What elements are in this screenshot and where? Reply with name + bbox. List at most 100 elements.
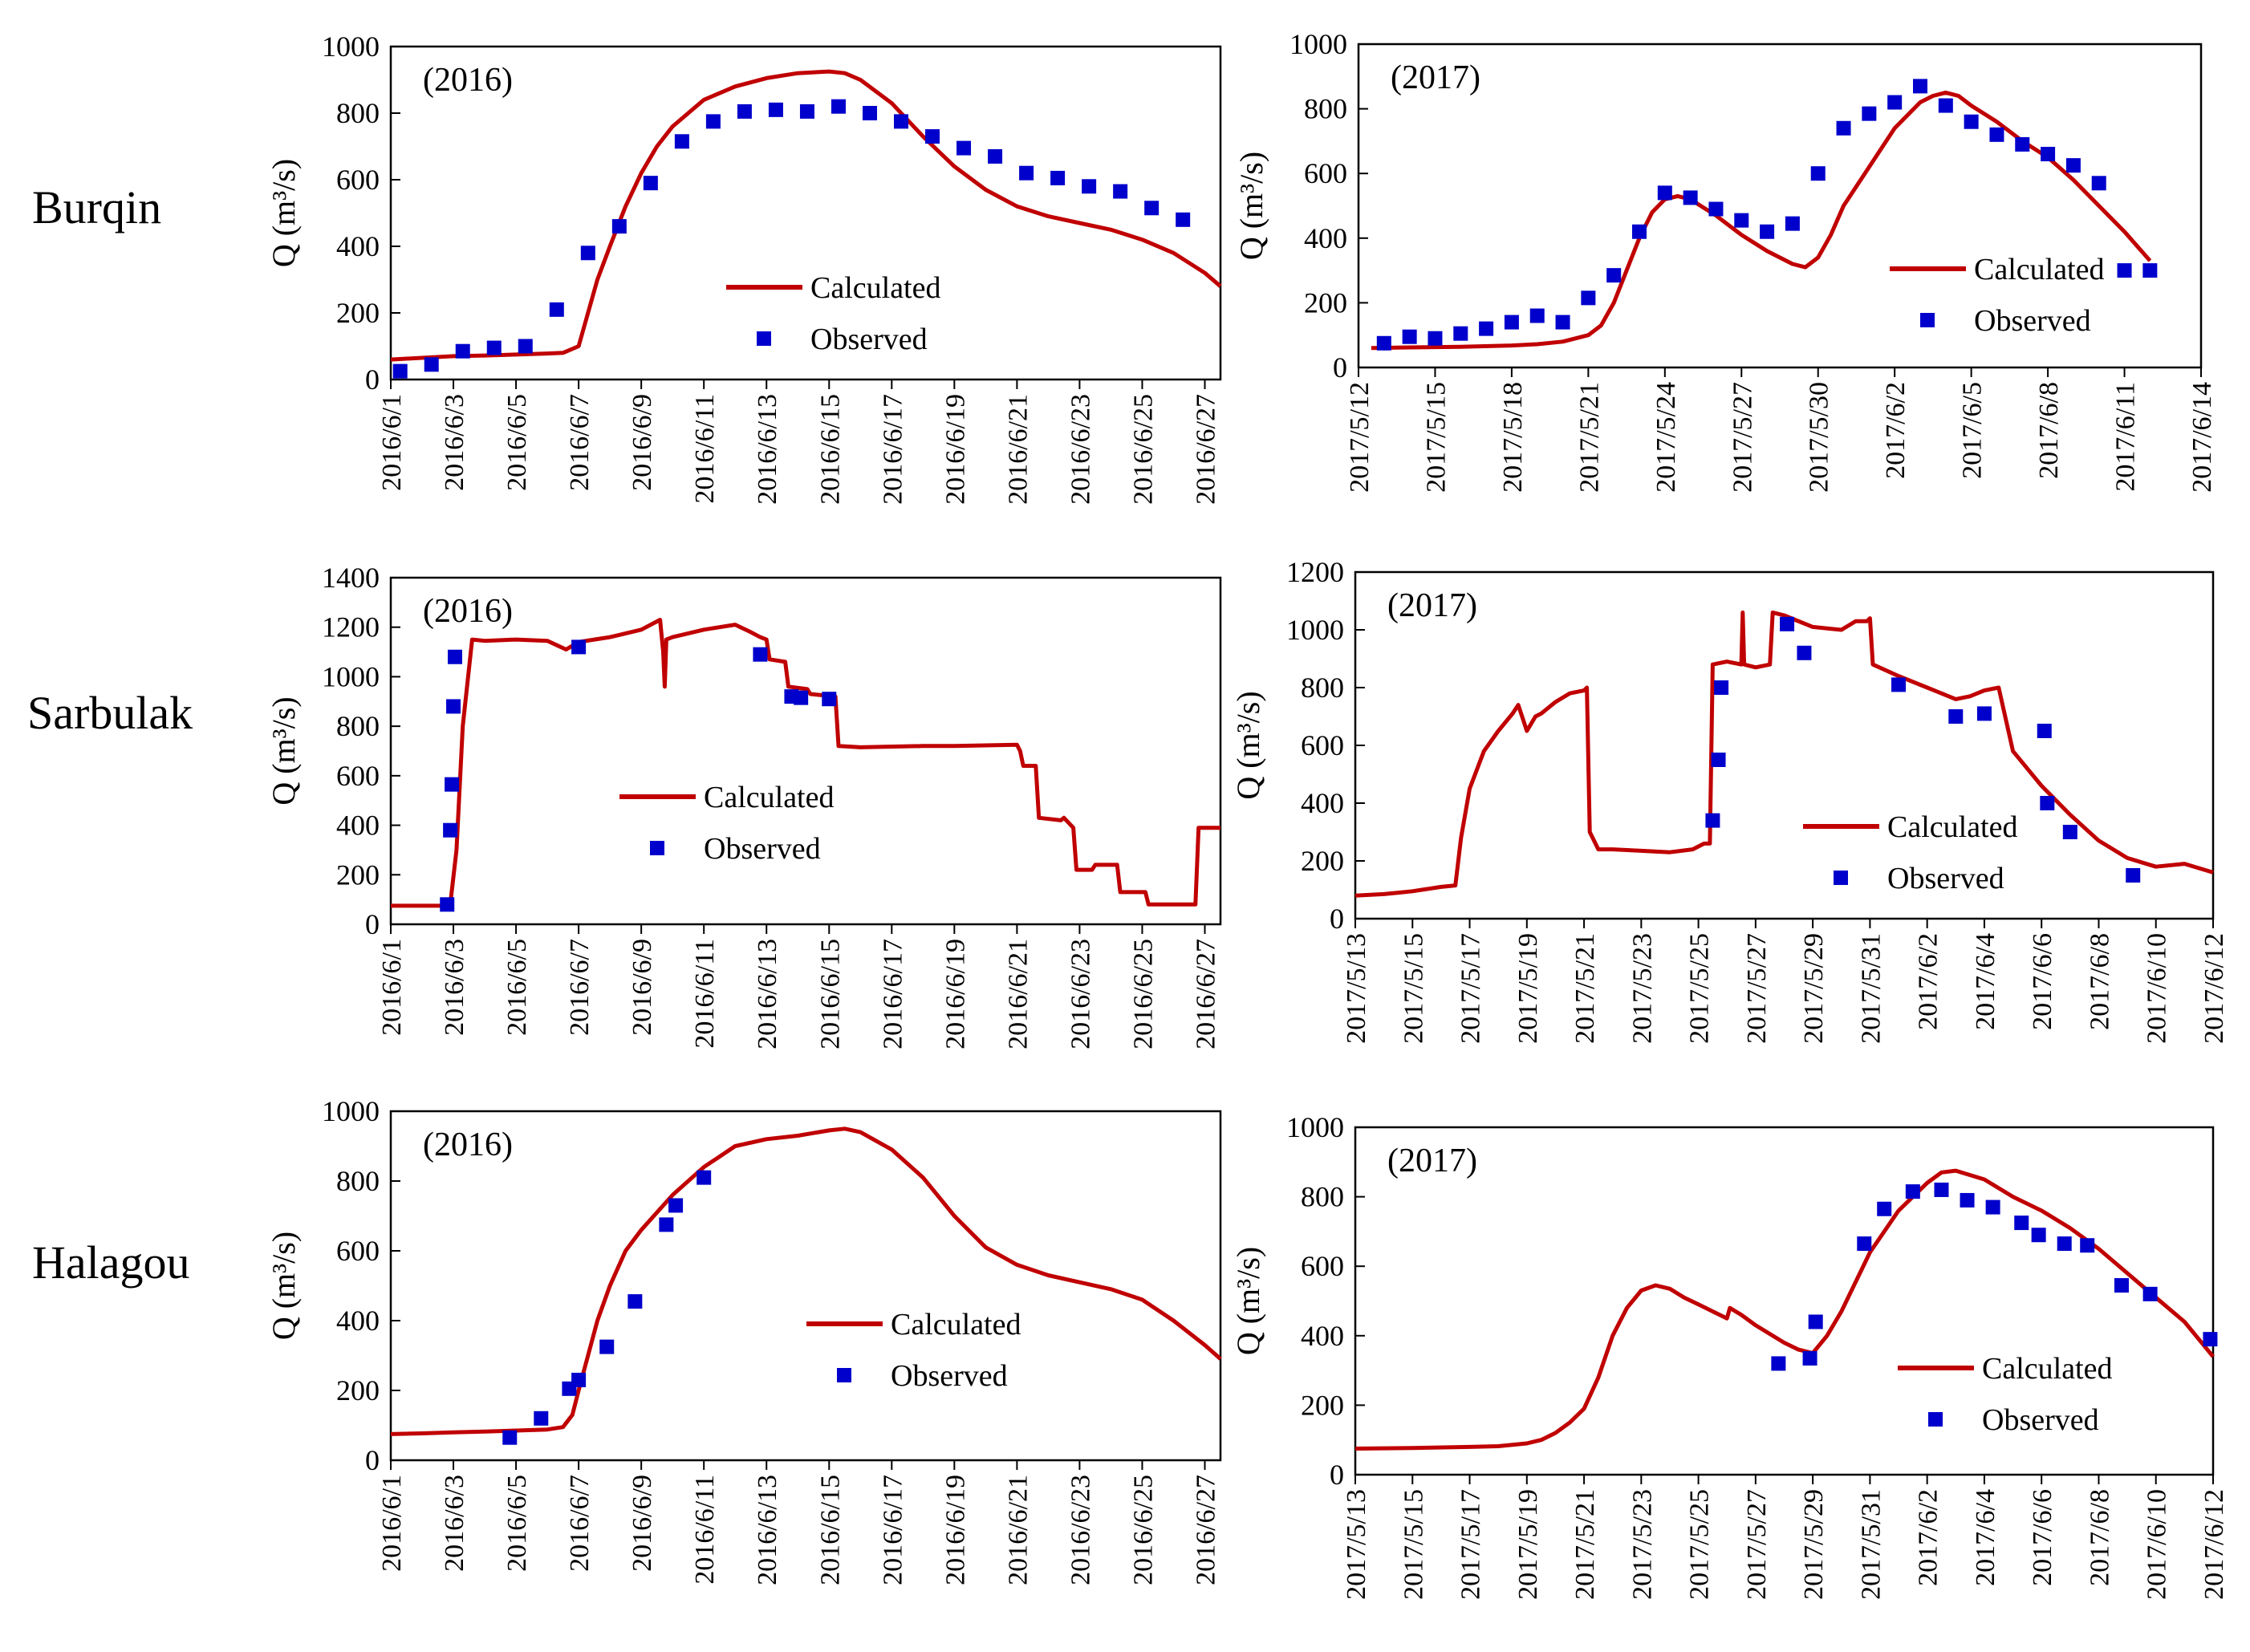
- x-tick-label: 2016/6/21: [1003, 939, 1033, 1049]
- observed-point: [1989, 127, 2004, 142]
- observed-point: [2041, 147, 2056, 162]
- observed-point: [2015, 136, 2030, 152]
- y-tick-label: 1400: [322, 562, 380, 594]
- y-tick-label: 0: [365, 908, 380, 940]
- observed-point: [2037, 724, 2052, 738]
- observed-point: [1734, 213, 1749, 228]
- observed-point: [1708, 201, 1724, 217]
- observed-point: [753, 647, 768, 662]
- y-tick-label: 0: [1330, 1459, 1344, 1491]
- observed-point: [794, 690, 809, 705]
- x-tick-label: 2016/6/5: [502, 394, 532, 491]
- observed-point: [956, 140, 972, 156]
- x-tick-label: 2017/5/21: [1574, 382, 1604, 493]
- observed-point: [1976, 706, 1992, 721]
- panel-title: (2017): [1387, 587, 1477, 624]
- observed-point: [822, 692, 837, 707]
- y-tick-label: 200: [336, 1374, 380, 1406]
- x-tick-label: 2017/5/21: [1570, 933, 1600, 1044]
- legend-calculated-label: Calculated: [810, 271, 940, 305]
- legend-calculated-label: Calculated: [1982, 1352, 2112, 1386]
- x-tick-label: 2017/5/17: [1456, 933, 1486, 1044]
- series-line-calculated: [1354, 1168, 2215, 1451]
- observed-point: [799, 104, 814, 119]
- observed-point: [862, 106, 877, 120]
- legend-observed-swatch: [837, 1368, 851, 1382]
- observed-point: [424, 357, 439, 372]
- x-tick-label: 2017/5/13: [1342, 1489, 1371, 1600]
- y-tick-label: 600: [336, 1235, 380, 1267]
- plot-frame: [389, 576, 1222, 926]
- observed-point: [1948, 709, 1964, 724]
- observed-point: [455, 343, 470, 359]
- legend-observed-swatch: [1920, 313, 1935, 327]
- x-tick-label: 2017/6/4: [1971, 933, 2000, 1030]
- y-tick-label: 1200: [322, 611, 380, 643]
- observed-point: [549, 302, 564, 317]
- x-tick-label: 2017/5/12: [1345, 382, 1375, 493]
- observed-point: [1887, 95, 1903, 110]
- plot-frame: [1357, 43, 2203, 369]
- x-tick-label: 2016/6/19: [940, 394, 970, 505]
- x-tick-label: 2016/6/17: [878, 394, 908, 505]
- y-tick-label: 200: [336, 297, 380, 329]
- observed-point: [1934, 1182, 1949, 1197]
- observed-point: [2142, 1286, 2158, 1301]
- observed-point: [392, 363, 408, 379]
- x-tick-label: 2017/5/29: [1799, 1489, 1829, 1600]
- observed-point: [737, 104, 752, 119]
- legend-observed-label: Observed: [891, 1359, 1008, 1393]
- x-tick-label: 2017/6/12: [2199, 933, 2229, 1044]
- observed-point: [2014, 1216, 2029, 1231]
- plot-frame: [1354, 1126, 2215, 1476]
- x-tick-label: 2017/6/8: [2085, 933, 2114, 1030]
- x-tick-label: 2016/6/5: [502, 939, 532, 1036]
- observed-point: [446, 699, 461, 714]
- observed-point: [1705, 813, 1720, 828]
- observed-point: [768, 102, 783, 117]
- observed-point: [894, 114, 909, 129]
- x-tick-label: 2016/6/19: [940, 939, 970, 1049]
- y-tick-label: 600: [1301, 1250, 1344, 1282]
- x-tick-label: 2017/6/2: [1881, 382, 1911, 479]
- series-line-calculated: [1371, 90, 2152, 351]
- observed-point: [1376, 335, 1391, 351]
- y-axis-label: Q (m³/s): [1230, 1247, 1266, 1355]
- observed-point: [1808, 1314, 1823, 1329]
- x-tick-label: 2017/5/15: [1399, 933, 1428, 1044]
- observed-point: [1581, 290, 1596, 306]
- y-tick-label: 0: [1330, 903, 1344, 935]
- x-tick-label: 2016/6/23: [1066, 1475, 1095, 1585]
- observed-point: [447, 649, 462, 664]
- y-tick-label: 400: [1301, 787, 1344, 819]
- y-tick-label: 800: [1301, 1181, 1344, 1213]
- observed-point: [2080, 1238, 2095, 1253]
- observed-point: [1877, 1201, 1892, 1216]
- observed-point: [1082, 179, 1097, 194]
- x-tick-label: 2016/6/17: [878, 1475, 908, 1585]
- observed-point: [2203, 1332, 2218, 1347]
- x-tick-label: 2017/6/6: [2028, 933, 2057, 1030]
- observed-point: [705, 114, 721, 129]
- x-tick-label: 2017/5/27: [1728, 382, 1757, 493]
- x-tick-label: 2017/5/27: [1742, 1489, 1772, 1600]
- x-tick-label: 2017/6/5: [1958, 382, 1988, 479]
- x-tick-label: 2017/5/23: [1627, 1489, 1657, 1600]
- x-tick-label: 2016/6/11: [690, 939, 720, 1049]
- y-tick-label: 0: [365, 363, 380, 396]
- observed-point: [1632, 224, 1647, 239]
- observed-point: [1606, 268, 1622, 283]
- observed-point: [571, 639, 587, 655]
- observed-point: [2142, 263, 2158, 278]
- x-tick-label: 2016/6/3: [440, 1475, 469, 1572]
- observed-point: [1402, 329, 1417, 344]
- x-tick-label: 2017/5/18: [1498, 382, 1528, 493]
- y-tick-label: 1000: [1286, 614, 1344, 646]
- x-tick-label: 2017/5/17: [1456, 1489, 1486, 1600]
- observed-point: [1785, 216, 1800, 231]
- x-tick-label: 2017/5/27: [1742, 933, 1772, 1044]
- x-tick-label: 2016/6/23: [1066, 394, 1095, 505]
- panel-title: (2017): [1391, 59, 1480, 96]
- observed-point: [1985, 1199, 2000, 1215]
